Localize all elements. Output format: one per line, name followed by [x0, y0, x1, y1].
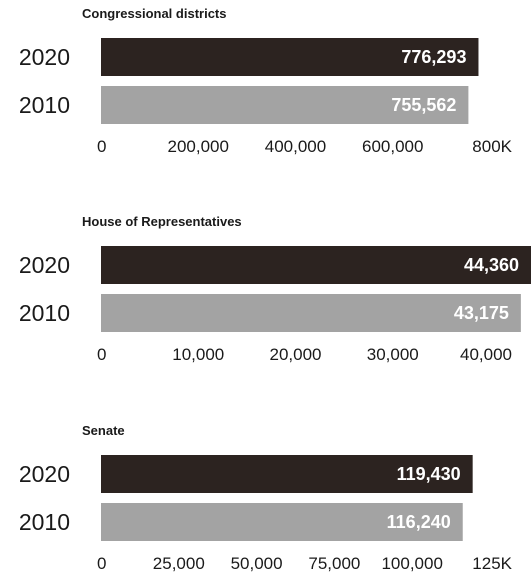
category-label-2020: 2020: [19, 461, 70, 487]
tick-label: 0: [97, 345, 106, 364]
bar-chart-svg: 2020 776,293 2010 755,562 0 200,000 400,000 600…: [19, 38, 513, 156]
tick-label: 200,000: [168, 137, 229, 156]
chart-title: Congressional districts: [82, 6, 227, 21]
tick-label: 400,000: [265, 137, 326, 156]
data-label-2010: 755,562: [391, 95, 456, 115]
data-label-2020: 776,293: [401, 47, 466, 67]
tick-label: 600,000: [362, 137, 423, 156]
chart-title: Senate: [82, 423, 125, 438]
category-label-2020: 2020: [19, 252, 70, 278]
tick-label: 100,000: [381, 554, 442, 573]
data-label-2020: 44,360: [464, 255, 519, 275]
tick-label: 75,000: [308, 554, 360, 573]
category-label-2020: 2020: [19, 44, 70, 70]
bar-chart-svg: 2020 44,360 2010 43,175 0 10,000 20,000 30,000 4…: [19, 246, 531, 364]
tick-label: 125K: [472, 554, 512, 573]
chart-congressional-districts: Congressional districts 2020 776,293 2010 7…: [0, 6, 532, 166]
chart-title: House of Representatives: [82, 214, 242, 229]
tick-label: 10,000: [172, 345, 224, 364]
category-label-2010: 2010: [19, 92, 70, 118]
data-label-2010: 116,240: [387, 512, 451, 532]
bar-2020: [101, 246, 531, 284]
category-label-2010: 2010: [19, 300, 70, 326]
data-label-2020: 119,430: [397, 464, 461, 484]
data-label-2010: 43,175: [454, 303, 509, 323]
bar-2010: [101, 294, 521, 332]
bar-2010: [101, 503, 463, 541]
tick-label: 0: [97, 554, 106, 573]
category-label-2010: 2010: [19, 509, 70, 535]
tick-label: 25,000: [153, 554, 205, 573]
chart-senate: Senate 2020 119,430 2010 116,240 0 25,000 50,0…: [0, 423, 532, 583]
tick-label: 30,000: [367, 345, 419, 364]
tick-label: 0: [97, 137, 106, 156]
chart-house-of-representatives: House of Representatives 2020 44,360 2010 4…: [0, 214, 532, 374]
tick-label: 20,000: [270, 345, 322, 364]
bar-2020: [101, 38, 479, 76]
bar-2020: [101, 455, 473, 493]
tick-label: 50,000: [231, 554, 283, 573]
bar-chart-svg: 2020 119,430 2010 116,240 0 25,000 50,000 75,00…: [19, 455, 513, 573]
tick-label: 800K: [472, 137, 512, 156]
bar-2010: [101, 86, 469, 124]
tick-label: 40,000: [460, 345, 512, 364]
